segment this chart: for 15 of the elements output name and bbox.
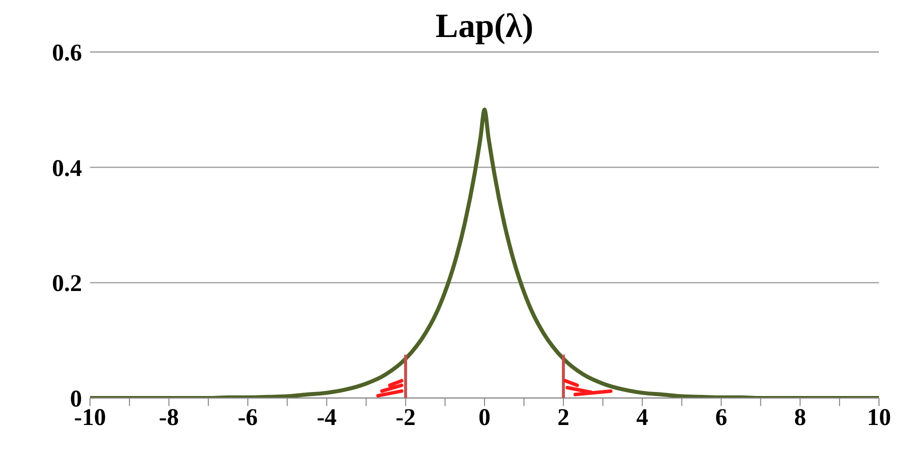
y-tick-label: 0.2 — [52, 271, 82, 298]
x-tick-label: -6 — [238, 405, 258, 432]
x-tick-label: -2 — [396, 405, 416, 432]
y-tick-label: 0 — [70, 386, 82, 413]
x-tick-label: 4 — [636, 405, 648, 432]
chart-title: Lap(λ) — [434, 8, 534, 46]
x-tick-label: 6 — [715, 405, 728, 432]
y-tick-label: 0.6 — [52, 40, 82, 67]
x-tick-label: 10 — [867, 405, 891, 432]
x-tick-label: 8 — [794, 405, 806, 432]
x-tick-label: -8 — [158, 405, 179, 432]
y-tick-label: 0.4 — [52, 156, 82, 182]
x-tick-label: 2 — [557, 405, 570, 432]
x-tick-label: 0 — [478, 405, 490, 432]
x-tick-label: -4 — [316, 405, 337, 432]
